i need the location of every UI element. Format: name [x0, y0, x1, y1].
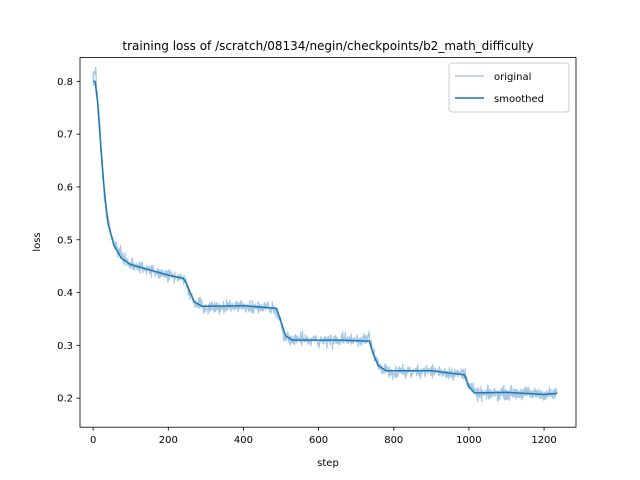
y-tick-label: 0.6 — [57, 182, 73, 193]
x-tick-label: 1200 — [531, 435, 556, 446]
legend-label-smoothed: smoothed — [494, 94, 544, 105]
y-tick-label: 0.3 — [57, 341, 73, 352]
x-tick-label: 200 — [159, 435, 178, 446]
y-axis-ticks: 0.2 0.3 0.4 0.5 0.6 0.7 0.8 — [57, 77, 80, 405]
chart-title: training loss of /scratch/08134/negin/ch… — [122, 39, 533, 53]
series-layer — [92, 66, 558, 403]
x-tick-label: 600 — [309, 435, 328, 446]
x-tick-label: 400 — [234, 435, 253, 446]
x-tick-label: 1000 — [456, 435, 481, 446]
x-tick-label: 0 — [90, 435, 96, 446]
y-tick-label: 0.7 — [57, 130, 73, 141]
axes-frame — [79, 57, 577, 428]
x-axis-label: step — [317, 458, 339, 469]
series-line-original — [92, 66, 558, 403]
y-tick-label: 0.8 — [57, 77, 73, 88]
y-axis-label: loss — [32, 232, 43, 251]
plot-area — [80, 57, 576, 428]
y-tick-label: 0.4 — [57, 288, 73, 299]
y-tick-label: 0.5 — [57, 235, 73, 246]
x-tick-label: 800 — [384, 435, 403, 446]
series-line-smoothed — [92, 80, 558, 396]
x-axis-ticks: 0 200 400 600 800 1000 1200 — [90, 427, 557, 446]
y-tick-label: 0.2 — [57, 394, 73, 405]
legend: original smoothed — [448, 62, 570, 113]
legend-label-original: original — [494, 72, 531, 83]
